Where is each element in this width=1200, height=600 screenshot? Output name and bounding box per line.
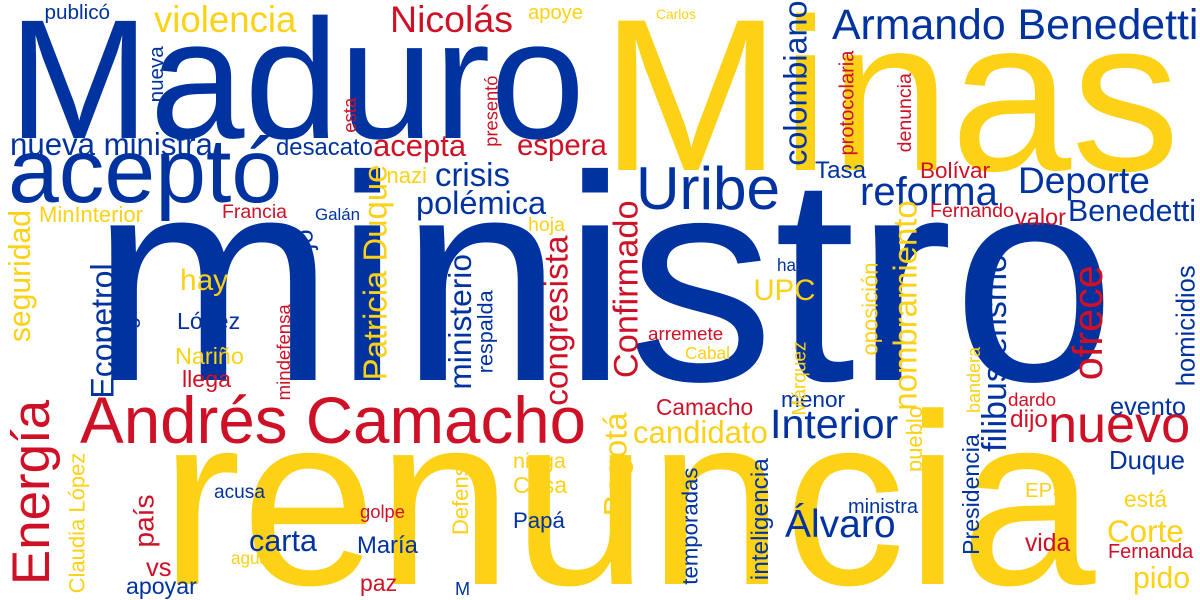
word-m: M (455, 579, 471, 599)
word-ecopetrol: Ecopetrol (84, 262, 121, 399)
word-apoyar: apoyar (126, 573, 197, 599)
word-bandera: bandera (963, 346, 984, 414)
word-ofrece: ofrece (1064, 265, 1111, 381)
word-maduro: Maduro (8, 0, 586, 175)
word-dardo: dardo (1008, 389, 1057, 410)
word-ministra: ministra (848, 496, 919, 518)
word-espera: espera (517, 128, 607, 162)
word-crisis: crisis (435, 155, 510, 193)
word-nombramiento: nombramiento (886, 199, 924, 411)
word-violencia: violencia (154, 0, 297, 40)
word-nueva: nueva (144, 45, 168, 102)
word-casa: Casa (513, 471, 568, 498)
word-homicidios: homicidios (1172, 265, 1200, 387)
word-agua: agua (231, 548, 270, 568)
word-alvaro: Álvaro (785, 502, 896, 546)
word-presento: presentó (479, 75, 501, 147)
word-inteligencia: inteligencia (746, 457, 774, 580)
word-acusa: acusa (214, 482, 265, 503)
word-renuncia: renuncia (160, 363, 1096, 600)
word-fernando: Fernando (930, 199, 1014, 222)
word-bolivar: Bolívar (920, 158, 991, 183)
word-denuncia: denuncia (893, 72, 916, 152)
word-reforma: reforma (860, 169, 998, 214)
word-temporadas: temporadas (677, 467, 703, 585)
word-hay: hay (180, 264, 229, 297)
word-galan: Galán (315, 204, 361, 224)
word-respalda: respalda (472, 289, 498, 373)
word-haya: haya (777, 255, 815, 275)
word-francia: Francia (222, 201, 288, 223)
word-energia: Energía (2, 399, 62, 586)
word-lopez: López (177, 307, 241, 334)
word-valor: valor (1015, 203, 1066, 230)
word-oposicion: oposición (857, 262, 883, 355)
word-narino: Nariño (175, 342, 244, 369)
word-duque: Duque (1109, 447, 1186, 475)
word-claudia-lopez: Claudia López (63, 452, 89, 593)
word-acepto: aceptó (8, 119, 283, 222)
word-camacho: Camacho (656, 394, 754, 420)
word-pido: pido (1133, 562, 1191, 595)
word-congreso: Congreso (116, 275, 141, 369)
word-hoja: hoja (528, 213, 566, 236)
word-papa: Papá (513, 507, 565, 533)
word-menor: menor (781, 386, 846, 412)
word-tasa: Tasa (815, 156, 867, 184)
word-esta: esta (338, 97, 360, 133)
word-esta-accent: está (1124, 485, 1168, 512)
word-corte: Corte (1107, 513, 1184, 549)
word-uribe: Uribe (636, 153, 781, 222)
word-publico: publicó (44, 1, 111, 24)
word-mininterior: MinInterior (39, 202, 143, 227)
word-arremete: arremete (648, 322, 724, 344)
word-pais: país (128, 494, 160, 548)
word-seguridad: seguridad (4, 209, 38, 343)
word-consejo: consejo (290, 228, 319, 318)
word-candidato: candidato (633, 414, 768, 450)
word-llega: llega (182, 366, 231, 392)
word-upc: UPC (753, 273, 816, 307)
word-interior: Interior (770, 400, 899, 447)
word-niega: niega (513, 447, 566, 473)
word-armando-benedetti: Armando Benedetti (832, 0, 1199, 49)
word-polemica: polémica (416, 184, 547, 221)
word-mindefensa: mindefensa (272, 303, 294, 400)
word-evento: evento (1110, 392, 1186, 421)
word-minas: Minas (600, 0, 1180, 217)
word-colombiano: colombiano (776, 0, 813, 166)
word-golpe: golpe (360, 500, 405, 522)
word-protocolaria: protocolaria (835, 50, 858, 156)
word-andres-camacho: Andrés Camacho (80, 384, 587, 457)
word-eps: EPS (1025, 478, 1067, 502)
word-desacato: desacato (276, 134, 373, 161)
word-confirmado: Confirmado (607, 200, 646, 379)
word-cabal: Cabal (685, 342, 730, 363)
word-maria: María (357, 531, 418, 559)
word-vida: vida (1025, 529, 1071, 557)
word-ministro: ministro (91, 115, 1116, 443)
word-acepta: acepta (373, 128, 467, 163)
word-vs: vs (146, 553, 172, 582)
word-presidencia: Presidencia (957, 434, 984, 555)
word-fernanda: Fernanda (1108, 540, 1194, 563)
word-nueva-ministra: nueva ministra (10, 126, 213, 162)
word-benedetti: Benedetti (1068, 195, 1197, 228)
word-defensa: Defensa (447, 452, 473, 535)
word-paz: paz (360, 569, 398, 596)
word-apoye: apoye (528, 1, 584, 24)
word-nuevo: nuevo (1048, 396, 1191, 454)
word-deporte: Deporte (1018, 159, 1150, 201)
word-dijo: dijo (1010, 405, 1048, 433)
word-congresista: congresista (537, 235, 575, 406)
word-carta: carta (249, 524, 318, 558)
word-carlos: Carlos (656, 6, 696, 22)
word-bogota: Bogotá (596, 411, 634, 516)
word-patricia-duque: Patricia Duque (356, 164, 394, 380)
word-pueblo: pueblo (902, 405, 928, 473)
word-nazi: nazi (386, 163, 427, 188)
word-nicolas: Nicolás (390, 0, 513, 40)
word-marquez: Márquez (788, 341, 810, 415)
